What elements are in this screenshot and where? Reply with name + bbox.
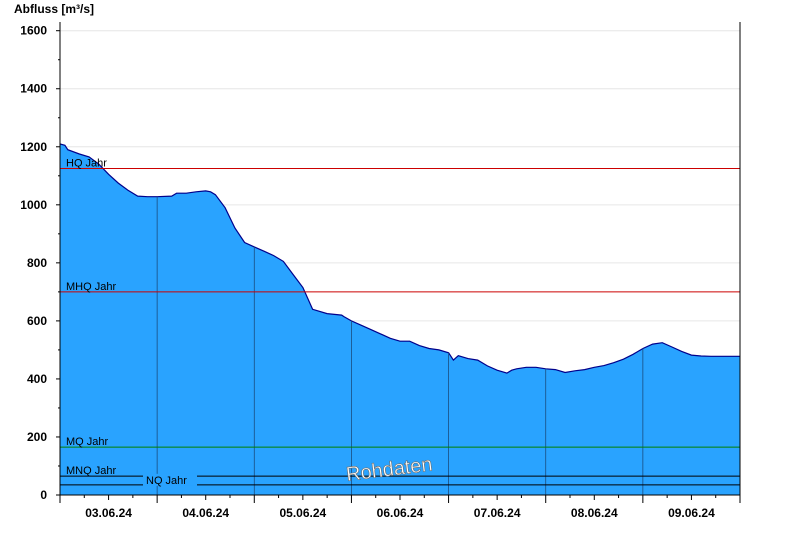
series-layer [59, 143, 740, 495]
discharge-line [59, 143, 740, 374]
axes: 0 200 400 600 800 1000 1200 1400 1600 03.06.24 04.… [20, 22, 741, 520]
y-tick-label: 1600 [20, 24, 47, 38]
x-tick-label: 05.06.24 [279, 506, 326, 520]
x-tick-label: 07.06.24 [474, 506, 521, 520]
y-axis-label: Abfluss [m³/s] [14, 2, 94, 16]
y-tick-label: 400 [27, 372, 47, 386]
x-tick-label: 03.06.24 [85, 506, 132, 520]
reference-lines: HQ Jahr MHQ Jahr MQ Jahr MNQ Jahr NQ Jahr [60, 158, 740, 487]
reference-label: MHQ Jahr [66, 281, 116, 293]
reference-label: HQ Jahr [66, 158, 107, 170]
day-separators [156, 196, 644, 495]
y-tick-label: 1000 [20, 198, 47, 212]
x-tick-label: 06.06.24 [377, 506, 424, 520]
y-tick-label: 200 [27, 430, 47, 444]
y-tick-label: 0 [40, 488, 47, 502]
x-tick-label: 08.06.24 [571, 506, 618, 520]
x-tick-label: 09.06.24 [668, 506, 715, 520]
reference-label: MQ Jahr [66, 436, 109, 448]
reference-label: NQ Jahr [146, 475, 187, 487]
reference-label-bg [143, 473, 197, 486]
y-tick-label: 600 [27, 314, 47, 328]
y-tick-label: 1400 [20, 82, 47, 96]
x-tick-label: 04.06.24 [182, 506, 229, 520]
reference-label: MNQ Jahr [66, 465, 116, 477]
discharge-area [60, 143, 740, 495]
y-tick-label: 800 [27, 256, 47, 270]
y-tick-label: 1200 [20, 140, 47, 154]
